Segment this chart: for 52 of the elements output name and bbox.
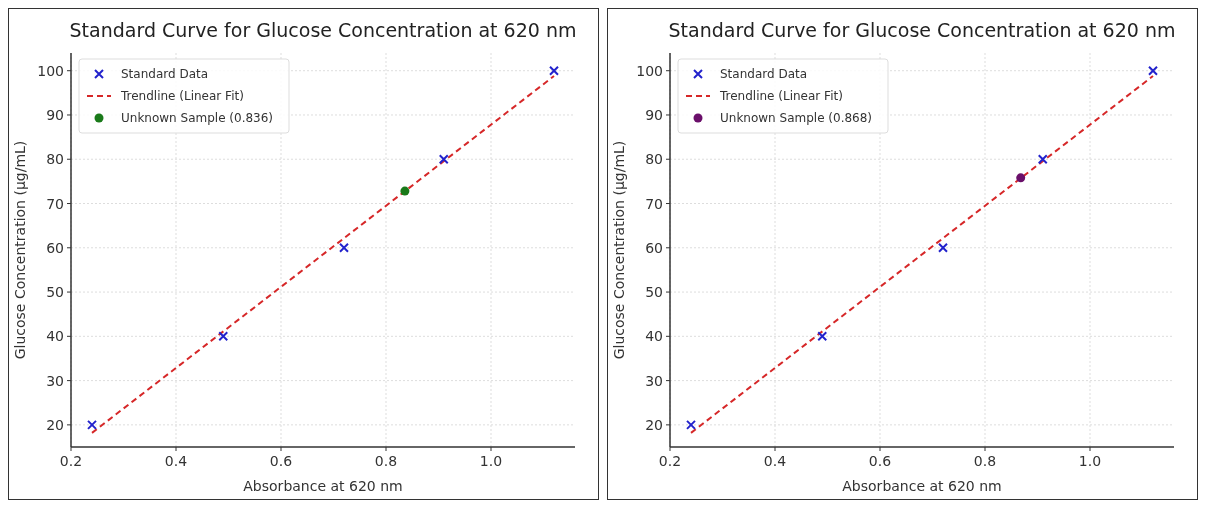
y-tick-label: 60 (645, 239, 663, 256)
y-tick-label: 40 (645, 328, 663, 345)
y-tick-label: 60 (46, 239, 64, 256)
y-tick-label: 50 (645, 284, 663, 301)
y-tick-label: 50 (46, 284, 64, 301)
legend-label: Standard Data (720, 67, 808, 81)
point (339, 242, 349, 253)
y-tick-label: 70 (46, 195, 64, 212)
y-tick-label: 90 (46, 106, 64, 123)
legend-label: Unknown Sample (0.836) (121, 111, 274, 125)
y-tick-label: 90 (645, 106, 663, 123)
point (1016, 173, 1026, 183)
y-tick-label: 30 (46, 372, 64, 389)
legend-label: Unknown Sample (0.868) (720, 111, 873, 125)
y-tick-label: 20 (645, 416, 663, 433)
y-tick-label: 100 (636, 62, 663, 79)
point (438, 154, 449, 165)
x-tick-label: 0.2 (59, 453, 83, 469)
point (817, 331, 828, 342)
point (686, 419, 696, 430)
y-tick-label: 100 (37, 62, 64, 79)
y-tick-label: 80 (645, 151, 663, 168)
point (1148, 65, 1158, 76)
x-tick-label: 0.6 (868, 453, 892, 469)
x-tick-label: 1.0 (1078, 453, 1102, 469)
x-tick-label: 0.8 (374, 453, 398, 469)
legend-label: Trendline (Linear Fit) (719, 89, 843, 103)
point (549, 65, 559, 76)
legend-label: Trendline (Linear Fit) (120, 89, 244, 103)
chart-title: Standard Curve for Glucose Concentration at 620 nm (69, 19, 577, 41)
legend-label: Standard Data (121, 67, 209, 81)
x-axis-title: Absorbance at 620 nm (842, 478, 1002, 494)
x-tick-label: 0.4 (164, 453, 188, 469)
y-axis-title: Glucose Concentration (µg/mL) (611, 140, 627, 360)
y-tick-label: 80 (46, 151, 64, 168)
y-tick-label: 70 (645, 195, 663, 212)
x-axis-title: Absorbance at 620 nm (243, 478, 403, 494)
y-axis-title: Glucose Concentration (µg/mL) (12, 140, 28, 360)
point (400, 186, 410, 196)
point (938, 242, 948, 253)
x-tick-label: 0.2 (658, 453, 682, 469)
x-tick-label: 0.8 (973, 453, 997, 469)
y-tick-label: 40 (46, 328, 64, 345)
y-tick-label: 30 (645, 372, 663, 389)
point (218, 331, 229, 342)
x-tick-label: 0.4 (763, 453, 787, 469)
x-tick-label: 0.6 (269, 453, 293, 469)
x-tick-label: 1.0 (479, 453, 503, 469)
point (87, 419, 97, 430)
y-tick-label: 20 (46, 416, 64, 433)
chart-title: Standard Curve for Glucose Concentration at 620 nm (668, 19, 1176, 41)
point (1037, 154, 1048, 165)
